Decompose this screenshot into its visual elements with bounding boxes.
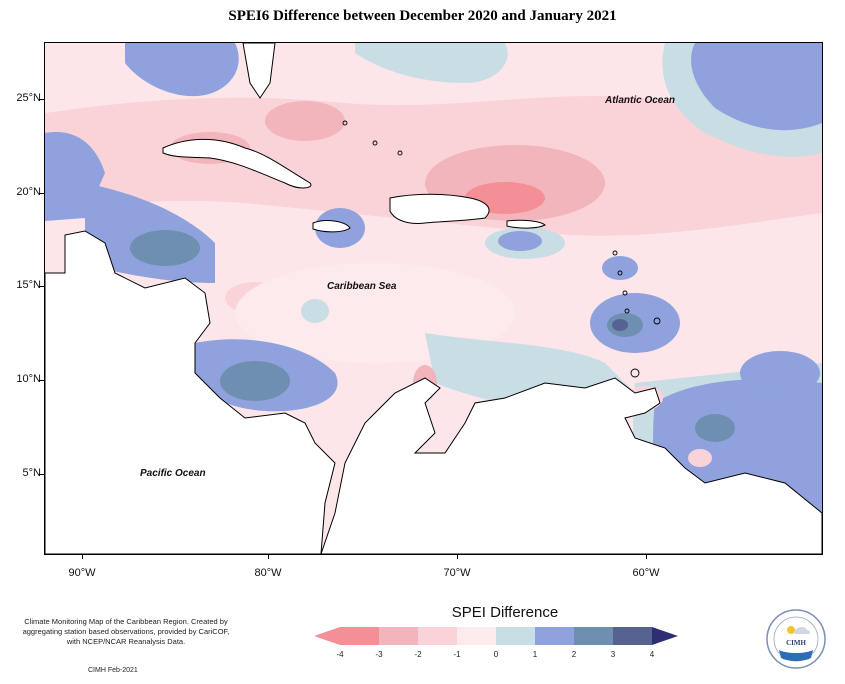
legend-swatch — [379, 627, 418, 645]
lat-tickmark — [39, 99, 44, 100]
sun-icon — [787, 626, 795, 634]
legend-swatch — [574, 627, 613, 645]
pink-band — [45, 95, 822, 236]
lat-tickmark — [39, 286, 44, 287]
lon-tickmark — [82, 554, 83, 559]
blue-south-hispaniola — [498, 231, 542, 251]
lat-tickmark — [39, 193, 44, 194]
jamaica-island — [312, 220, 351, 233]
map-title: SPEI6 Difference between December 2020 a… — [228, 8, 617, 24]
legend-arrow-low — [314, 627, 340, 645]
island-dot — [630, 368, 640, 378]
cimh-logo: CIMH — [766, 609, 826, 669]
lon-tick-90: 90°W — [68, 567, 96, 579]
darkblue-central-america — [220, 361, 290, 401]
footnote-text: Climate Monitoring Map of the Caribbean … — [22, 617, 230, 646]
lon-tick-80: 80°W — [254, 567, 282, 579]
florida-peninsula — [242, 43, 276, 99]
island-dot — [653, 317, 661, 325]
darkblue-guyana — [695, 414, 735, 442]
legend-tick-label: 1 — [532, 650, 538, 659]
lightblue-caribbean-spot — [301, 299, 329, 323]
lat-tick-15: 15°N — [16, 279, 41, 291]
blue-east-atlantic — [740, 351, 820, 395]
cloud-icon — [793, 627, 810, 634]
central-america-land — [45, 230, 336, 554]
land-outlines — [45, 43, 822, 554]
lat-tick-25: 25°N — [16, 92, 41, 104]
legend-swatch — [535, 627, 574, 645]
lon-tick-60: 60°W — [632, 567, 660, 579]
legend-tick-label: 3 — [610, 650, 616, 659]
legend-swatch — [613, 627, 652, 645]
legend-arrow-high — [652, 627, 678, 645]
lon-tickmark — [457, 554, 458, 559]
lon-tickmark — [268, 554, 269, 559]
hispaniola-island — [389, 193, 490, 224]
lat-tick-5: 5°N — [22, 467, 41, 479]
darkblue-honduras-gulf — [130, 230, 200, 266]
legend-swatch — [340, 627, 379, 645]
navy-windward — [612, 319, 628, 331]
legend-swatch — [457, 627, 496, 645]
island-dot — [617, 270, 623, 276]
label-atlantic-ocean: Atlantic Ocean — [605, 95, 676, 106]
lon-tickmark — [646, 554, 647, 559]
blue-northeast — [691, 43, 822, 131]
legend-tick-label: -2 — [414, 650, 422, 659]
logo-text: CIMH — [786, 639, 806, 647]
island-dot — [372, 140, 378, 146]
pink-guyana-spot — [688, 449, 712, 467]
pink-patch-bahamas — [265, 101, 345, 141]
lightblue-north-center — [355, 43, 508, 83]
credit-text: CIMH Feb-2021 — [88, 667, 138, 674]
wave-icon — [779, 650, 813, 661]
lat-tick-10: 10°N — [16, 373, 41, 385]
spei-map — [45, 43, 822, 554]
blue-leeward — [602, 256, 638, 280]
legend-swatch — [496, 627, 535, 645]
south-america-land — [320, 377, 822, 554]
island-dot — [624, 308, 630, 314]
lon-tick-70: 70°W — [443, 567, 471, 579]
blue-gulf — [125, 43, 239, 97]
island-dot — [612, 250, 618, 256]
legend-title: SPEI Difference — [451, 604, 559, 621]
legend-tick-label: 2 — [571, 650, 577, 659]
island-dot — [342, 120, 348, 126]
legend-tick-label: -4 — [336, 650, 344, 659]
cuba-island — [162, 138, 312, 189]
label-caribbean-sea: Caribbean Sea — [327, 281, 397, 292]
legend-swatches — [314, 627, 678, 645]
legend-swatch — [418, 627, 457, 645]
island-dot — [397, 150, 403, 156]
lat-tickmark — [39, 474, 44, 475]
puerto-rico-island — [506, 219, 546, 229]
legend-tick-label: 4 — [649, 650, 655, 659]
legend-tick-label: 0 — [493, 650, 499, 659]
legend-colorbar — [314, 627, 678, 645]
label-pacific-ocean: Pacific Ocean — [140, 468, 206, 479]
legend-tick-label: -1 — [453, 650, 461, 659]
map-panel: Atlantic Ocean Caribbean Sea Pacific Oce… — [44, 42, 823, 555]
lat-tickmark — [39, 380, 44, 381]
island-dot — [622, 290, 628, 296]
small-islands — [342, 120, 661, 378]
lat-tick-20: 20°N — [16, 186, 41, 198]
legend-tick-label: -3 — [375, 650, 383, 659]
